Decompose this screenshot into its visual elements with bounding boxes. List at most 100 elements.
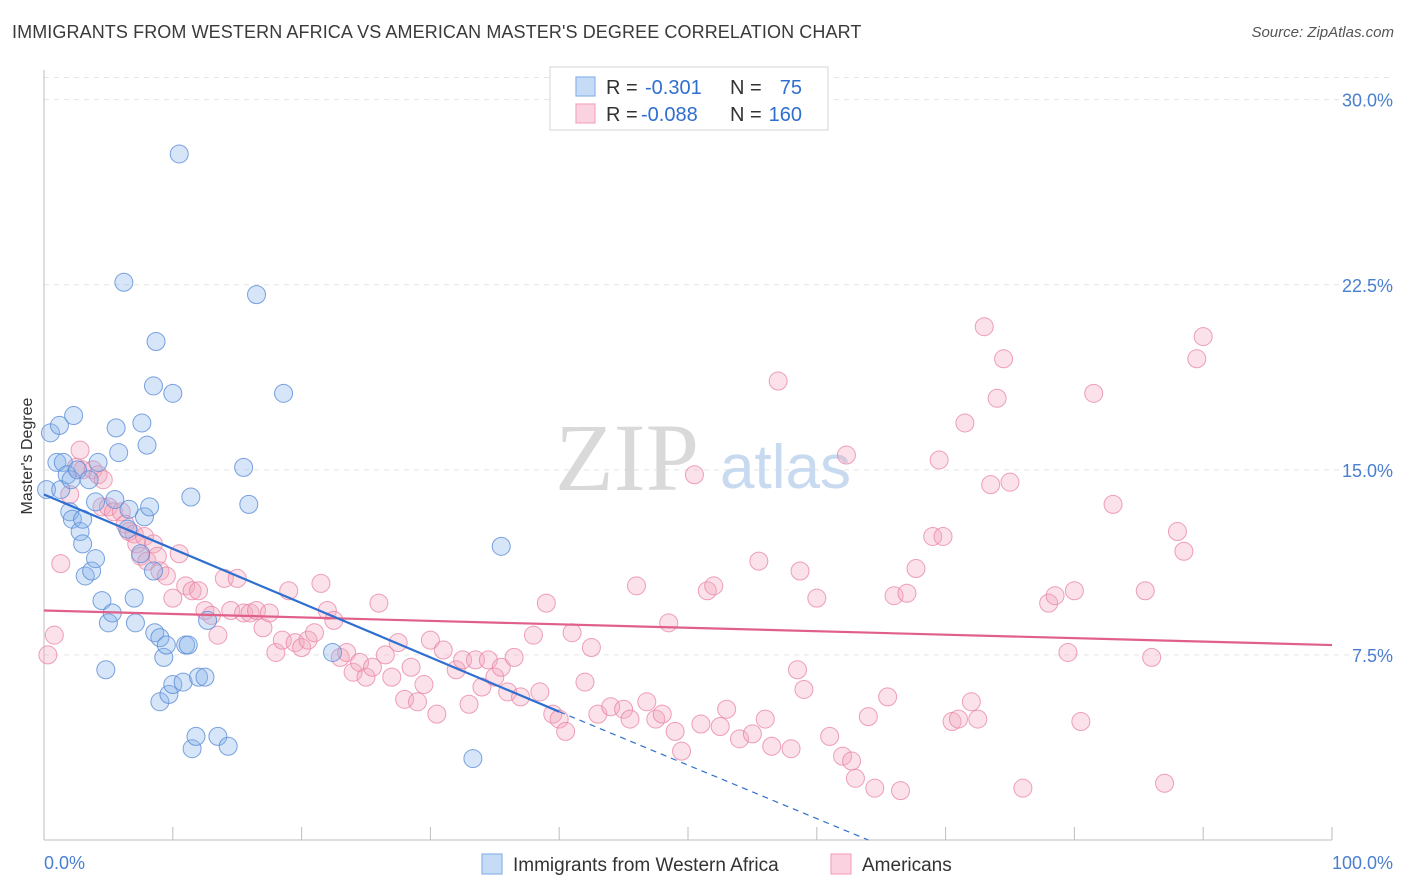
point-western-africa: [181, 487, 201, 507]
point-western-africa: [92, 591, 112, 611]
point-americans: [730, 729, 750, 749]
point-americans: [710, 716, 730, 736]
point-western-africa: [82, 561, 102, 581]
point-americans: [1187, 349, 1207, 369]
y-tick-label: 7.5%: [1352, 646, 1393, 666]
point-americans: [556, 721, 576, 741]
point-western-africa: [98, 613, 118, 633]
point-americans: [536, 593, 556, 613]
point-americans: [637, 692, 657, 712]
point-americans: [523, 625, 543, 645]
point-americans: [961, 692, 981, 712]
point-americans: [1174, 541, 1194, 561]
point-americans: [620, 709, 640, 729]
point-western-africa: [146, 332, 166, 352]
point-americans: [987, 388, 1007, 408]
y-axis-label: Master's Degree: [19, 397, 36, 514]
point-americans: [259, 603, 279, 623]
series-western-africa: [37, 144, 511, 769]
point-americans: [994, 349, 1014, 369]
legend-swatch-western-africa: [575, 76, 596, 97]
point-western-africa: [105, 489, 125, 509]
point-americans: [414, 675, 434, 695]
point-western-africa: [189, 667, 209, 687]
point-americans: [878, 687, 898, 707]
point-western-africa: [150, 628, 170, 648]
legend-r-value-2: -0.088: [641, 104, 698, 126]
point-americans: [356, 667, 376, 687]
point-americans: [906, 559, 926, 579]
point-americans: [176, 576, 196, 596]
point-western-africa: [323, 642, 343, 662]
point-western-africa: [47, 452, 67, 472]
point-americans: [147, 546, 167, 566]
point-americans: [865, 778, 885, 798]
point-americans: [292, 638, 312, 658]
chart-title: IMMIGRANTS FROM WESTERN AFRICA VS AMERIC…: [12, 22, 862, 42]
point-americans: [933, 526, 953, 546]
stats-legend-box: [549, 66, 829, 131]
point-western-africa: [186, 726, 206, 746]
trend-lines: [43, 493, 1333, 841]
point-americans: [842, 751, 862, 771]
point-americans: [388, 633, 408, 653]
point-western-africa: [86, 492, 106, 512]
point-americans: [156, 566, 176, 586]
point-americans: [127, 534, 147, 554]
point-western-africa: [70, 522, 90, 542]
point-americans: [684, 465, 704, 485]
point-americans: [369, 593, 389, 613]
point-americans: [543, 704, 563, 724]
point-western-africa: [119, 499, 139, 519]
point-western-africa: [37, 480, 57, 500]
point-western-africa: [62, 509, 82, 529]
point-americans: [891, 781, 911, 801]
point-americans: [974, 317, 994, 337]
point-americans: [1058, 642, 1078, 662]
point-americans: [408, 692, 428, 712]
trend-line-western-africa-extension: [558, 711, 869, 841]
point-americans: [433, 640, 453, 660]
trend-line-americans: [43, 609, 1333, 647]
point-americans: [182, 581, 202, 601]
point-americans: [163, 588, 183, 608]
point-americans: [1071, 712, 1091, 732]
point-americans: [858, 707, 878, 727]
point-americans: [530, 682, 550, 702]
point-americans: [762, 736, 782, 756]
point-americans: [1000, 472, 1020, 492]
point-western-africa: [163, 383, 183, 403]
bottom-legend-swatch-americans: [830, 853, 852, 875]
point-americans: [1193, 327, 1213, 347]
point-americans: [104, 502, 124, 522]
point-americans: [794, 679, 814, 699]
point-western-africa: [491, 536, 511, 556]
point-western-africa: [178, 635, 198, 655]
point-western-africa: [86, 549, 106, 569]
point-western-africa: [131, 544, 151, 564]
point-americans: [833, 746, 853, 766]
point-americans: [672, 741, 692, 761]
bottom-legend-swatch-western-africa: [481, 853, 503, 875]
point-americans: [626, 576, 646, 596]
point-western-africa: [140, 497, 160, 517]
point-western-africa: [195, 667, 215, 687]
point-western-africa: [109, 443, 129, 463]
point-americans: [1013, 778, 1033, 798]
point-americans: [665, 721, 685, 741]
point-americans: [755, 709, 775, 729]
x-tick-label-max: 100.0%: [1332, 853, 1393, 873]
point-americans: [781, 739, 801, 759]
point-western-africa: [173, 672, 193, 692]
point-americans: [614, 699, 634, 719]
point-western-africa: [106, 418, 126, 438]
bottom-legend: Immigrants from Western Africa Americans: [481, 853, 952, 876]
point-americans: [929, 450, 949, 470]
point-americans: [208, 625, 228, 645]
stats-legend: R = -0.301 N = 75 R = -0.088 N = 160: [549, 66, 829, 131]
point-americans: [111, 502, 131, 522]
y-tick-label: 15.0%: [1342, 461, 1393, 481]
point-americans: [51, 554, 71, 574]
legend-r-value-1: -0.301: [645, 77, 702, 99]
point-americans: [955, 413, 975, 433]
